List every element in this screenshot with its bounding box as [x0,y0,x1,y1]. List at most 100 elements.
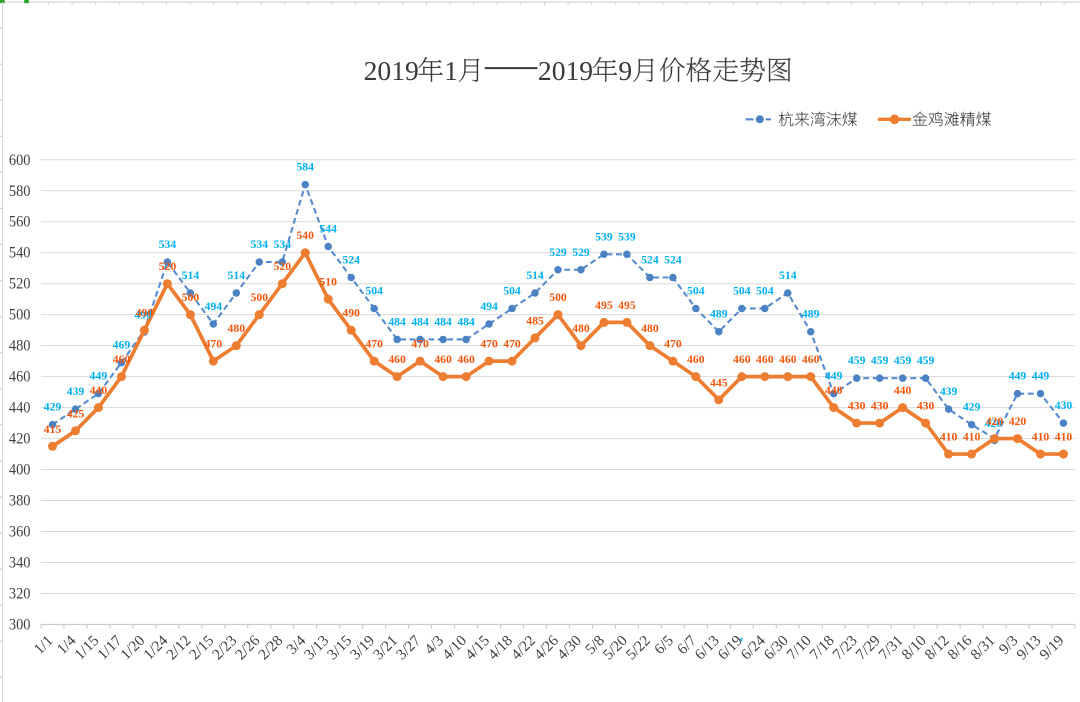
svg-text:480: 480 [9,337,31,355]
svg-text:540: 540 [9,244,31,262]
svg-text:480: 480 [641,322,659,335]
svg-text:494: 494 [205,300,223,313]
svg-text:449: 449 [1009,370,1027,383]
svg-text:485: 485 [526,314,544,327]
svg-text:500: 500 [251,291,269,304]
svg-text:534: 534 [274,238,292,251]
svg-text:490: 490 [136,307,154,320]
svg-text:495: 495 [595,299,613,312]
svg-text:415: 415 [44,423,62,436]
svg-text:430: 430 [848,400,866,413]
svg-text:420: 420 [985,417,1003,430]
svg-text:500: 500 [9,306,31,324]
svg-text:460: 460 [779,353,797,366]
svg-text:459: 459 [871,354,889,367]
svg-text:460: 460 [9,368,31,386]
svg-text:484: 484 [388,315,406,328]
svg-text:469: 469 [113,339,131,352]
svg-text:490: 490 [134,308,152,321]
svg-text:504: 504 [733,285,751,298]
svg-text:320: 320 [9,585,31,603]
svg-text:460: 460 [434,353,452,366]
svg-text:520: 520 [159,260,177,273]
svg-text:2019: 2019 [364,55,419,86]
svg-text:470: 470 [365,338,383,351]
svg-text:460: 460 [457,353,475,366]
svg-text:440: 440 [90,384,108,397]
svg-text:520: 520 [9,275,31,293]
svg-text:539: 539 [618,230,636,243]
svg-text:470: 470 [664,338,682,351]
svg-text:529: 529 [572,246,590,259]
svg-text:520: 520 [274,260,292,273]
svg-text:429: 429 [44,401,62,414]
svg-text:470: 470 [503,338,521,351]
svg-text:489: 489 [802,308,820,321]
svg-text:470: 470 [480,338,498,351]
svg-text:459: 459 [894,354,912,367]
svg-text:439: 439 [67,385,85,398]
svg-text:500: 500 [182,291,200,304]
svg-text:340: 340 [9,554,31,572]
svg-text:584: 584 [296,161,314,174]
svg-text:9: 9 [618,55,632,86]
svg-text:430: 430 [1055,399,1073,412]
svg-text:2019: 2019 [538,55,593,86]
svg-text:540: 540 [296,229,314,242]
svg-text:460: 460 [756,353,774,366]
svg-text:460: 460 [113,353,131,366]
svg-text:544: 544 [319,223,337,236]
svg-text:459: 459 [848,354,866,367]
svg-text:539: 539 [595,230,613,243]
svg-text:484: 484 [457,315,475,328]
svg-text:490: 490 [342,307,360,320]
svg-text:529: 529 [549,246,567,259]
svg-text:449: 449 [1032,370,1050,383]
svg-text:484: 484 [434,315,452,328]
svg-text:410: 410 [963,431,981,444]
svg-text:449: 449 [90,370,108,383]
svg-text:440: 440 [9,399,31,417]
svg-text:1: 1 [444,55,458,86]
svg-text:524: 524 [664,254,682,267]
svg-text:504: 504 [503,285,521,298]
svg-text:524: 524 [342,254,360,267]
svg-text:600: 600 [9,151,31,169]
svg-text:524: 524 [641,254,659,267]
svg-text:420: 420 [986,415,1004,428]
svg-text:439: 439 [940,385,958,398]
svg-text:470: 470 [205,338,223,351]
svg-text:430: 430 [917,400,935,413]
svg-text:500: 500 [549,291,567,304]
svg-text:480: 480 [572,322,590,335]
svg-text:440: 440 [825,384,843,397]
svg-text:534: 534 [251,238,269,251]
svg-text:484: 484 [411,315,429,328]
svg-text:445: 445 [710,376,728,389]
svg-text:489: 489 [710,308,728,321]
svg-text:510: 510 [319,276,337,289]
svg-text:580: 580 [9,182,31,200]
svg-text:460: 460 [733,353,751,366]
svg-text:380: 380 [9,492,31,510]
svg-text:514: 514 [228,269,246,282]
svg-text:400: 400 [9,461,31,479]
svg-text:459: 459 [917,354,935,367]
svg-text:410: 410 [1055,431,1073,444]
svg-text:494: 494 [480,300,498,313]
svg-text:429: 429 [963,401,981,414]
svg-text:504: 504 [756,285,774,298]
svg-text:460: 460 [388,353,406,366]
svg-text:534: 534 [159,238,177,251]
svg-text:300: 300 [9,616,31,634]
svg-text:560: 560 [9,213,31,231]
svg-text:410: 410 [940,431,958,444]
svg-text:360: 360 [9,523,31,541]
svg-text:440: 440 [894,384,912,397]
svg-text:430: 430 [871,400,889,413]
svg-text:470: 470 [411,338,429,351]
svg-text:410: 410 [1032,431,1050,444]
svg-text:514: 514 [779,269,797,282]
svg-text:514: 514 [182,269,200,282]
svg-text:504: 504 [687,285,705,298]
